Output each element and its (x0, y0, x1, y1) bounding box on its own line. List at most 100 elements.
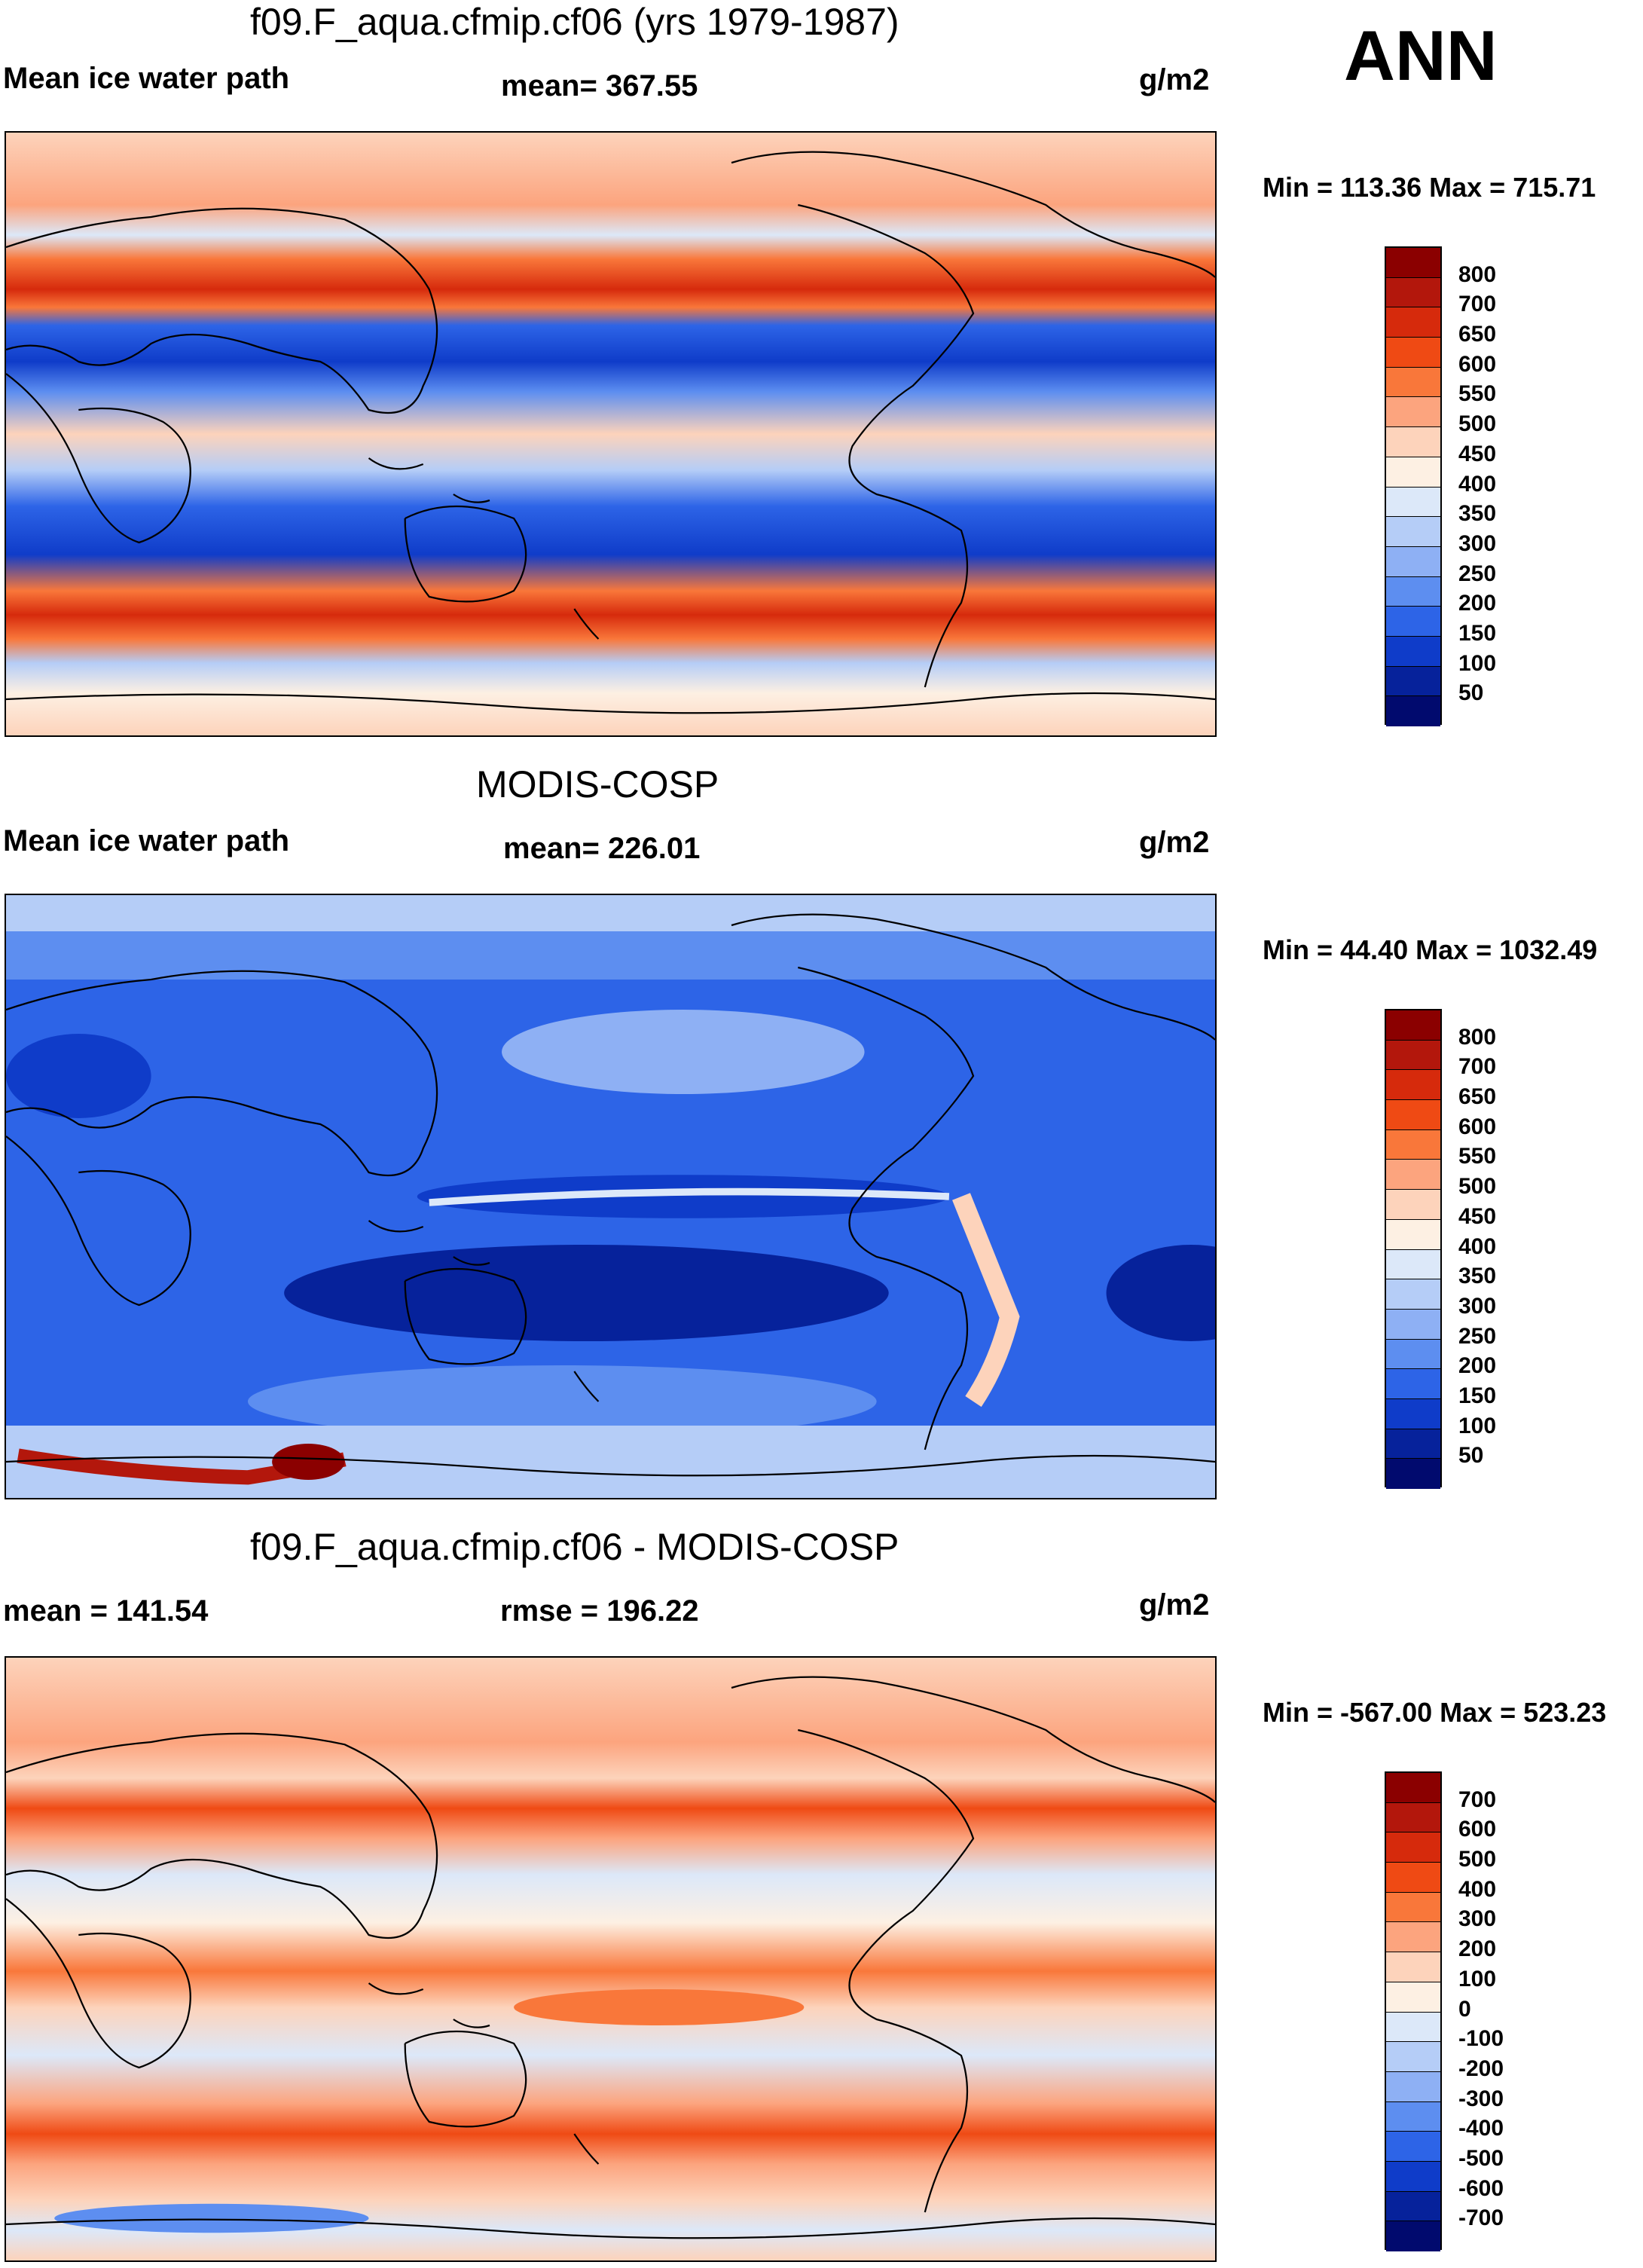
colorbar-tick-label: 700 (1458, 292, 1497, 317)
panel-2-map-svg (6, 895, 1215, 1498)
colorbar-tick-label: 100 (1458, 1413, 1497, 1438)
colorbar-swatch (1386, 1070, 1440, 1101)
colorbar-tick-label: 250 (1458, 1323, 1497, 1349)
colorbar-swatch (1386, 1398, 1440, 1429)
colorbar-tick-label: 150 (1458, 1383, 1497, 1408)
colorbar-tick-label: 450 (1458, 1203, 1497, 1229)
panel-2-coastlines (6, 913, 1215, 1477)
colorbar-swatch (1386, 1100, 1440, 1130)
colorbar-tick-label: 300 (1458, 530, 1497, 556)
panel-2-title: MODIS-COSP (476, 763, 719, 805)
colorbar-swatch (1386, 1160, 1440, 1191)
colorbar-tick-label: -300 (1458, 2086, 1504, 2111)
panel-1-map-svg (6, 133, 1215, 735)
colorbar-swatch (1386, 2221, 1440, 2251)
colorbar-swatch (1386, 1309, 1440, 1340)
colorbar-tick-label: 50 (1458, 680, 1484, 706)
panel-1-center-label: mean= 367.55 (501, 69, 698, 102)
colorbar-tick-label: 250 (1458, 561, 1497, 586)
colorbar-tick-label: -200 (1458, 2056, 1504, 2081)
panel-2-left-label: Mean ice water path (3, 824, 290, 857)
colorbar-tick-label: -100 (1458, 2026, 1504, 2052)
colorbar-tick-label: 0 (1458, 1996, 1471, 2022)
colorbar-swatch (1386, 307, 1440, 338)
colorbar-swatch (1386, 1832, 1440, 1863)
colorbar-tick-label: 100 (1458, 650, 1497, 676)
colorbar-tick-label: 550 (1458, 1144, 1497, 1169)
colorbar-tick-label: 600 (1458, 1114, 1497, 1139)
colorbar-swatch (1386, 457, 1440, 488)
colorbar-swatch (1386, 277, 1440, 308)
colorbar-swatch (1386, 1802, 1440, 1833)
panel-2-center-label: mean= 226.01 (503, 832, 701, 865)
colorbar-swatch (1386, 367, 1440, 398)
colorbar-tick-label: 400 (1458, 1233, 1497, 1259)
colorbar-swatch (1386, 1040, 1440, 1071)
colorbar-tick-label: 350 (1458, 501, 1497, 527)
colorbar-tick-label: 50 (1458, 1443, 1484, 1469)
colorbar-tick-label: 400 (1458, 1876, 1497, 1902)
colorbar-tick-label: 800 (1458, 261, 1497, 287)
colorbar-swatch (1386, 1773, 1440, 1803)
colorbar-swatch (1386, 1863, 1440, 1893)
colorbar-tick-label: 450 (1458, 441, 1497, 466)
colorbar-swatch (1386, 1982, 1440, 2013)
colorbar-tick-label: 700 (1458, 1787, 1497, 1812)
colorbar-tick-label: 200 (1458, 591, 1497, 616)
panel-1-left-label: Mean ice water path (3, 62, 290, 95)
colorbar-tick-label: 650 (1458, 322, 1497, 347)
colorbar-swatch (1386, 666, 1440, 697)
panel-3-minmax: Min = -567.00 Max = 523.23 (1263, 1697, 1607, 1728)
colorbar-swatch (1386, 1219, 1440, 1250)
colorbar-tick-label: 500 (1458, 1847, 1497, 1872)
colorbar-swatch (1386, 546, 1440, 577)
colorbar-swatch (1386, 1369, 1440, 1399)
panel-1-colorbar (1385, 246, 1442, 726)
panel-1-map (5, 131, 1217, 737)
panel-2-colorbar (1385, 1009, 1442, 1489)
panel-3-coastlines (6, 1676, 1215, 2239)
colorbar-tick-label: 650 (1458, 1084, 1497, 1110)
colorbar-swatch (1386, 1892, 1440, 1923)
colorbar-tick-label: 700 (1458, 1054, 1497, 1080)
colorbar-tick-label: 300 (1458, 1293, 1497, 1319)
colorbar-tick-label: -500 (1458, 2145, 1504, 2171)
colorbar-swatch (1386, 487, 1440, 518)
panel-1-minmax: Min = 113.36 Max = 715.71 (1263, 172, 1596, 203)
panel-3-units: g/m2 (1139, 1588, 1210, 1622)
colorbar-tick-label: -600 (1458, 2175, 1504, 2201)
colorbar-tick-label: 800 (1458, 1024, 1497, 1050)
season-label: ANN (1344, 16, 1498, 95)
colorbar-swatch (1386, 338, 1440, 368)
colorbar-swatch (1386, 397, 1440, 428)
colorbar-swatch (1386, 1952, 1440, 1982)
colorbar-swatch (1386, 2071, 1440, 2102)
panel-3-map-svg (6, 1658, 1215, 2260)
colorbar-tick-label: -700 (1458, 2205, 1504, 2231)
panel-3-left-label: mean = 141.54 (3, 1594, 209, 1628)
colorbar-tick-label: -400 (1458, 2116, 1504, 2141)
colorbar-tick-label: 200 (1458, 1353, 1497, 1379)
colorbar-tick-label: 600 (1458, 1817, 1497, 1842)
colorbar-swatch (1386, 517, 1440, 547)
panel-1-coastlines (6, 151, 1215, 714)
colorbar-tick-label: 100 (1458, 1966, 1497, 1991)
colorbar-swatch (1386, 576, 1440, 607)
colorbar-swatch (1386, 2012, 1440, 2043)
colorbar-swatch (1386, 1249, 1440, 1280)
colorbar-swatch (1386, 636, 1440, 667)
panel-2-map (5, 894, 1217, 1499)
panel-3-title: f09.F_aqua.cfmip.cf06 - MODIS-COSP (250, 1526, 899, 1568)
colorbar-swatch (1386, 2191, 1440, 2222)
colorbar-swatch (1386, 1429, 1440, 1460)
colorbar-tick-label: 500 (1458, 1174, 1497, 1200)
panel-2-minmax: Min = 44.40 Max = 1032.49 (1263, 934, 1598, 965)
colorbar-tick-label: 350 (1458, 1264, 1497, 1289)
colorbar-swatch (1386, 607, 1440, 637)
panel-3-map (5, 1656, 1217, 2262)
colorbar-tick-label: 150 (1458, 620, 1497, 646)
colorbar-tick-label: 200 (1458, 1936, 1497, 1962)
panel-1-title: f09.F_aqua.cfmip.cf06 (yrs 1979-1987) (250, 1, 899, 43)
colorbar-swatch (1386, 2042, 1440, 2072)
colorbar-swatch (1386, 1010, 1440, 1041)
